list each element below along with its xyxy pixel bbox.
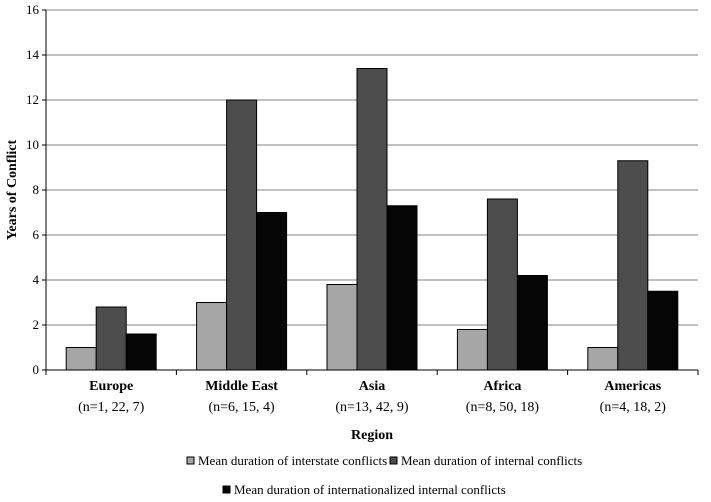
x-tick-labels: Europe (n=1, 22, 7) Middle East (n=6, 15, 4… (78, 379, 666, 415)
x-axis-title: Region (351, 428, 393, 443)
x-tick-sublabel: (n=8, 50, 18) (466, 400, 540, 415)
x-tick-label: Middle East (205, 379, 278, 394)
y-tick-label: 10 (26, 137, 39, 152)
bar (456, 329, 488, 371)
x-tick-label: Asia (359, 379, 385, 394)
bar (65, 347, 97, 371)
bar (125, 333, 157, 371)
x-tick-label: Africa (483, 379, 521, 394)
x-tick-sublabel: (n=13, 42, 9) (335, 400, 409, 415)
x-tick-sublabel: (n=4, 18, 2) (600, 400, 667, 415)
x-tick-sublabel: (n=1, 22, 7) (78, 400, 145, 415)
bar (95, 306, 127, 371)
y-tick-label: 2 (33, 317, 40, 332)
legend-label: Mean duration of internal conflicts (401, 453, 582, 468)
y-tick-label: 16 (26, 2, 40, 17)
y-tick-label: 14 (26, 47, 40, 62)
x-tick-sublabel: (n=6, 15, 4) (208, 400, 275, 415)
y-tick-label: 6 (33, 227, 40, 242)
x-tick-label: Americas (604, 379, 661, 394)
legend-label: Mean duration of internationalized inter… (234, 482, 506, 497)
legend: Mean duration of interstate conflicts Mea… (186, 453, 582, 497)
bar (196, 302, 228, 371)
bar (386, 205, 418, 371)
bar (516, 275, 548, 371)
y-tick-labels: 0 2 4 6 8 10 12 14 16 (26, 2, 40, 377)
bar (326, 284, 358, 371)
legend-swatch (389, 456, 398, 465)
y-axis-title: Years of Conflict (5, 140, 20, 241)
y-tick-label: 8 (33, 182, 40, 197)
axes (45, 10, 698, 371)
bar (617, 160, 649, 371)
bar (587, 347, 619, 371)
bar (226, 99, 258, 371)
bars (65, 68, 679, 371)
bar (486, 198, 518, 371)
legend-swatch (222, 485, 231, 494)
y-tick-label: 12 (26, 92, 39, 107)
bar (256, 212, 288, 371)
y-tick-label: 4 (33, 272, 40, 287)
legend-label: Mean duration of interstate conflicts (198, 453, 387, 468)
bar (647, 290, 679, 371)
x-tick-label: Europe (89, 379, 133, 394)
y-tick-label: 0 (33, 362, 40, 377)
legend-swatch (186, 456, 195, 465)
bar (356, 68, 388, 371)
